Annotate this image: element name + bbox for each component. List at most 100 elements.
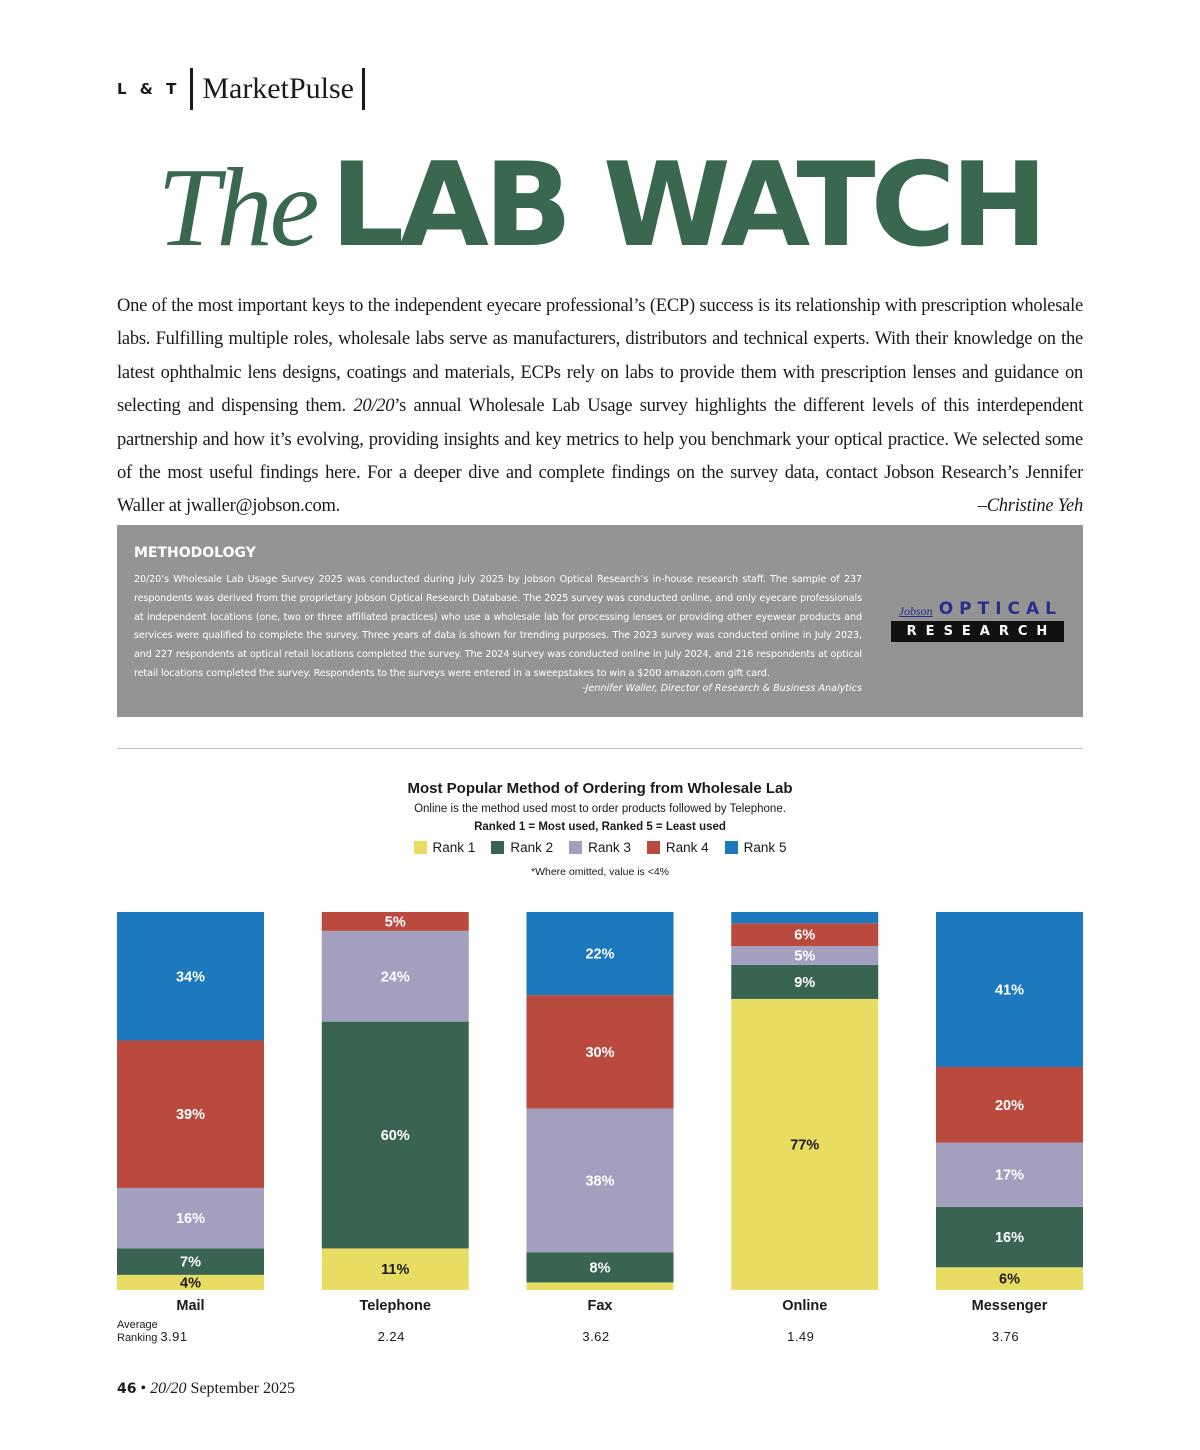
average-ranking-telephone: 2.24 xyxy=(378,1329,405,1344)
bar-fax-rank-4 xyxy=(526,995,674,1109)
intro-paragraph: One of the most important keys to the in… xyxy=(117,290,1083,524)
bar-mail-rank-4 xyxy=(117,1040,264,1188)
methodology-heading: METHODOLOGY xyxy=(134,545,256,561)
legend-label: Rank 2 xyxy=(510,840,554,855)
data-label-mail-rank-4: 39% xyxy=(176,1107,205,1123)
bar-online-rank-2 xyxy=(731,964,879,999)
legend-swatch xyxy=(569,841,583,854)
page-title: The LAB WATCH xyxy=(0,148,1200,265)
category-label-fax: Fax xyxy=(588,1298,613,1314)
footer-issue: September 2025 xyxy=(190,1380,295,1397)
data-label-online-rank-2: 9% xyxy=(794,975,815,991)
bar-mail-rank-3 xyxy=(117,1187,264,1249)
bar-telephone-rank-4 xyxy=(321,912,469,931)
data-label-messenger-rank-2: 16% xyxy=(995,1230,1024,1246)
bar-online-rank-4 xyxy=(731,923,879,947)
logo-optical: OPTICAL xyxy=(938,599,1062,619)
page-number: 46 xyxy=(117,1381,137,1397)
title-main: LAB WATCH xyxy=(330,138,1047,273)
average-ranking-mail: 3.91 xyxy=(160,1329,187,1344)
data-label-messenger-rank-5: 41% xyxy=(995,982,1024,998)
bar-online-rank-3 xyxy=(731,946,879,965)
data-label-mail-rank-2: 7% xyxy=(180,1255,201,1271)
data-label-telephone-rank-1: 11% xyxy=(381,1262,409,1278)
bar-messenger-rank-3 xyxy=(936,1142,1083,1207)
logo-jobson: Jobson xyxy=(898,604,933,618)
data-label-mail-rank-5: 34% xyxy=(176,969,205,985)
average-ranking-fax: 3.62 xyxy=(582,1329,609,1344)
category-label-messenger: Messenger xyxy=(972,1298,1048,1314)
average-ranking-online: 1.49 xyxy=(787,1329,814,1344)
category-label-online: Online xyxy=(782,1298,827,1314)
bar-mail-rank-2 xyxy=(117,1248,264,1275)
legend-label: Rank 5 xyxy=(743,840,787,855)
header-divider xyxy=(190,68,194,110)
intro-text-1: One of the most important keys to the in… xyxy=(117,296,1083,417)
bar-online-rank-1 xyxy=(731,998,879,1290)
methodology-body: 20/20’s Wholesale Lab Usage Survey 2025 … xyxy=(134,574,862,679)
data-label-telephone-rank-2: 60% xyxy=(381,1128,410,1144)
data-label-fax-rank-4: 30% xyxy=(585,1045,614,1061)
legend-item-rank-2: Rank 2 xyxy=(491,840,553,855)
chart-title: Most Popular Method of Ordering from Who… xyxy=(407,780,793,797)
data-label-online-rank-1: 77% xyxy=(790,1137,819,1153)
bar-fax-rank-3 xyxy=(526,1108,674,1253)
methodology-box: METHODOLOGY 20/20’s Wholesale Lab Usage … xyxy=(117,525,1083,717)
data-label-fax-rank-5: 22% xyxy=(585,947,614,963)
chart-legend: Rank 1 Rank 2 Rank 3 Rank 4 Rank 5 xyxy=(0,840,1200,855)
bar-online-rank-5 xyxy=(731,912,879,924)
data-label-mail-rank-1: 4% xyxy=(180,1275,201,1291)
page-footer: 46 • 20/20 September 2025 xyxy=(117,1380,295,1398)
data-label-messenger-rank-3: 17% xyxy=(995,1168,1024,1184)
section-header: L & T MarketPulse xyxy=(117,68,365,110)
intro-text-2: ’s annual Wholesale Lab Usage survey hig… xyxy=(117,396,1083,517)
chart-rank-note: Ranked 1 = Most used, Ranked 5 = Least u… xyxy=(474,821,726,833)
category-label-telephone: Telephone xyxy=(360,1298,431,1314)
bar-messenger-rank-4 xyxy=(936,1066,1083,1143)
data-label-online-rank-3: 5% xyxy=(794,948,815,964)
data-label-online-rank-4: 6% xyxy=(794,928,815,944)
bar-messenger-rank-2 xyxy=(936,1206,1083,1268)
bar-messenger-rank-1 xyxy=(936,1267,1083,1290)
legend-swatch xyxy=(413,841,427,854)
legend-label: Rank 1 xyxy=(432,840,476,855)
footer-bullet: • xyxy=(140,1380,147,1397)
category-label-mail: Mail xyxy=(176,1298,204,1314)
bar-mail-rank-1 xyxy=(117,1274,264,1290)
bar-telephone-rank-1 xyxy=(321,1248,469,1290)
data-label-telephone-rank-3: 24% xyxy=(381,969,410,985)
column-name: MarketPulse xyxy=(202,72,354,105)
header-divider xyxy=(361,68,365,110)
intro-magazine: 20/20 xyxy=(353,396,395,417)
legend-item-rank-3: Rank 3 xyxy=(569,840,631,855)
logo-research: RESEARCH xyxy=(891,621,1064,642)
bar-fax-rank-2 xyxy=(526,1252,674,1283)
jobson-optical-research-logo: Jobson OPTICAL RESEARCH xyxy=(891,599,1064,642)
bar-fax-rank-1 xyxy=(526,1282,674,1290)
legend-label: Rank 3 xyxy=(588,840,631,855)
data-label-mail-rank-3: 16% xyxy=(176,1211,205,1227)
chart-omitted-note: *Where omitted, value is <4% xyxy=(530,866,670,878)
chart-subtitle: Online is the method used most to order … xyxy=(414,803,786,815)
average-ranking-label: Average Ranking xyxy=(117,1319,158,1344)
data-label-fax-rank-2: 8% xyxy=(590,1260,611,1276)
legend-swatch xyxy=(491,841,505,854)
bar-messenger-rank-5 xyxy=(936,912,1083,1067)
intro-signature: –Christine Yeh xyxy=(977,496,1084,517)
legend-swatch xyxy=(646,841,660,854)
data-label-messenger-rank-4: 20% xyxy=(995,1098,1024,1114)
title-the: The xyxy=(157,146,319,270)
section-tag: L & T xyxy=(117,80,181,98)
data-label-telephone-rank-4: 5% xyxy=(385,914,406,930)
average-ranking-messenger: 3.76 xyxy=(992,1329,1019,1344)
bar-telephone-rank-3 xyxy=(321,930,469,1022)
legend-item-rank-5: Rank 5 xyxy=(724,840,787,855)
section-divider xyxy=(117,748,1083,749)
footer-magazine: 20/20 xyxy=(150,1380,187,1397)
legend-item-rank-4: Rank 4 xyxy=(646,840,709,855)
bar-telephone-rank-2 xyxy=(321,1021,469,1249)
legend-swatch xyxy=(724,841,738,854)
bar-mail-rank-5 xyxy=(117,912,264,1041)
bar-fax-rank-5 xyxy=(526,912,674,996)
